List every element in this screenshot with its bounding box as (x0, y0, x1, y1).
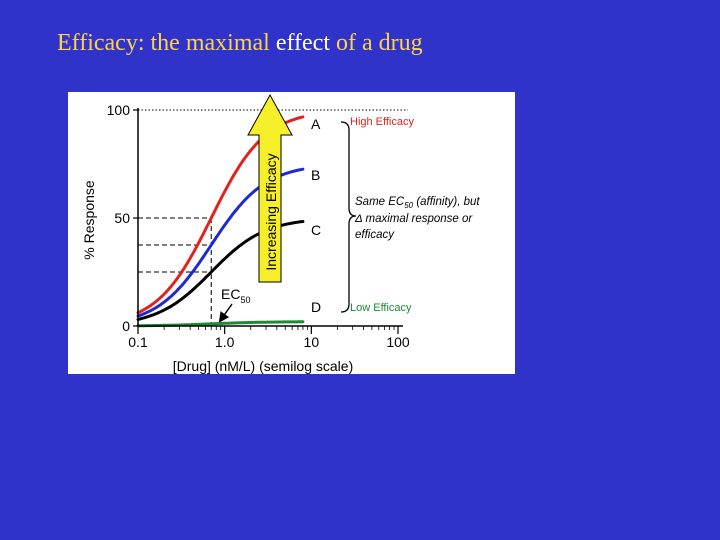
y-tick-label: 50 (114, 210, 130, 226)
series-label-c: C (311, 222, 321, 238)
x-tick-label: 100 (386, 334, 410, 350)
annotation-line-3: efficacy (355, 229, 395, 241)
y-tick-label: 0 (122, 318, 130, 334)
ec50-label: EC50 (221, 286, 250, 305)
annotation-line-1: Same EC50 (affinity), but (355, 196, 480, 210)
ec50-arrow (218, 303, 233, 323)
series-label-d: D (311, 299, 321, 315)
annotation-line-2: Δ maximal response or (354, 213, 473, 225)
curve-d (136, 320, 305, 328)
title-highlight: effect (275, 30, 330, 56)
title-part-1: Efficacy: the maximal (57, 30, 276, 56)
slide-title: Efficacy: the maximal effect of a drug (57, 30, 423, 57)
series-label-b: B (311, 167, 320, 183)
high-efficacy-label: High Efficacy (350, 116, 414, 128)
low-efficacy-label: Low Efficacy (350, 302, 412, 314)
y-tick-label: 100 (107, 102, 131, 118)
x-tick-label: 10 (304, 334, 320, 350)
efficacy-chart: 0 50 100 0.1 1.0 10 100 [Drug] (nM/L) (semilog … (81, 93, 480, 374)
arrow-label: Increasing Efficacy (263, 153, 279, 270)
x-tick-label: 0.1 (128, 334, 148, 350)
x-tick-label: 1.0 (215, 334, 235, 350)
increasing-efficacy-arrow (247, 93, 293, 283)
efficacy-chart-figure: 0 50 100 0.1 1.0 10 100 [Drug] (nM/L) (semilog … (68, 92, 515, 374)
efficacy-bracket (340, 121, 357, 313)
series-label-a: A (311, 116, 321, 132)
x-axis-label: [Drug] (nM/L) (semilog scale) (173, 358, 354, 374)
y-axis-label: % Response (81, 180, 97, 260)
title-part-2: of a drug (330, 30, 423, 56)
